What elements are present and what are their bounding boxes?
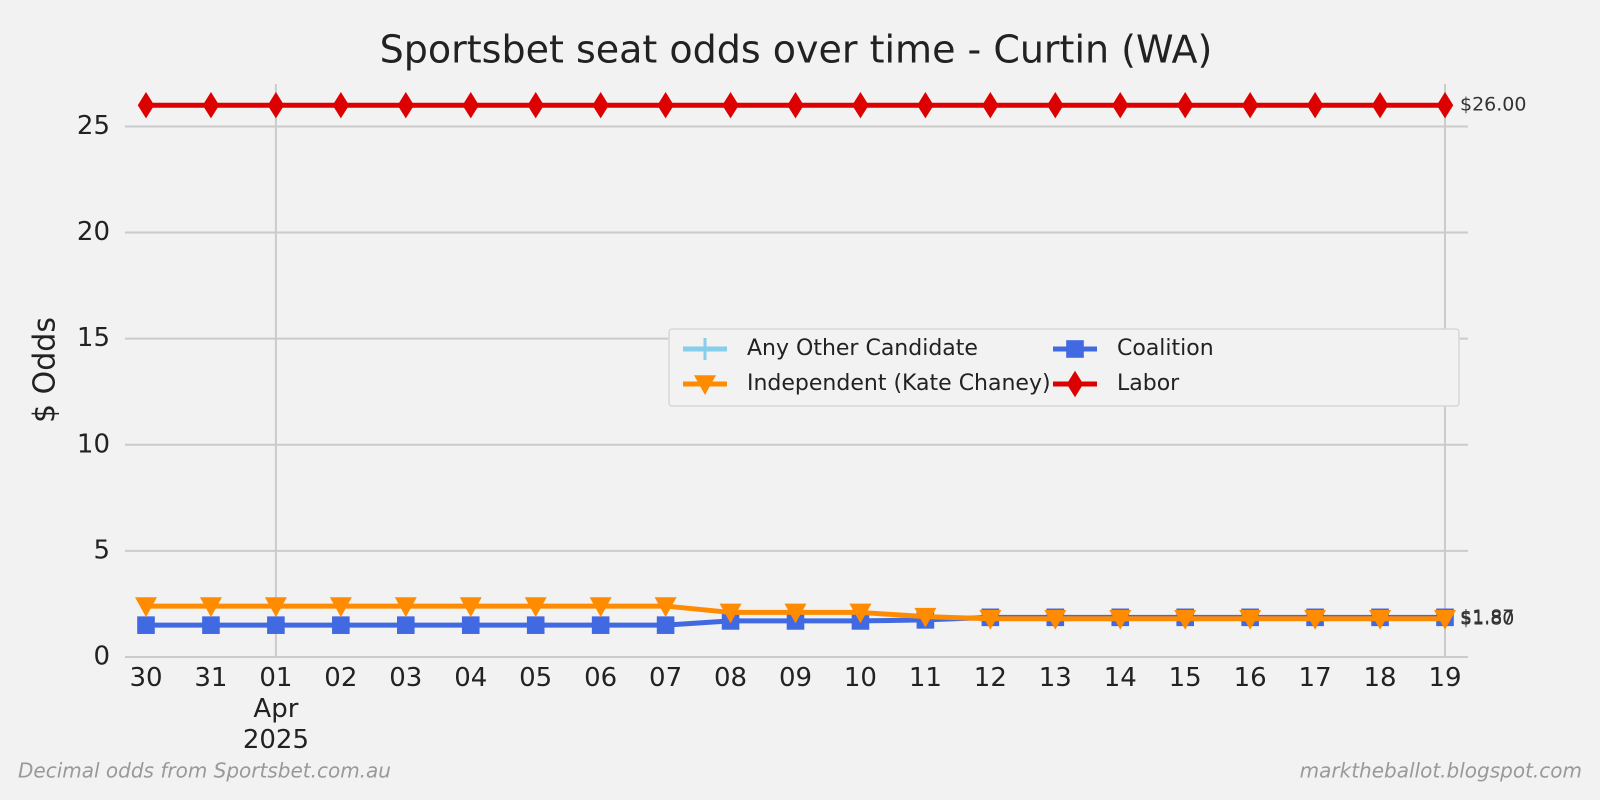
value-label: $1.80: [1460, 607, 1514, 629]
data-point: [1112, 92, 1129, 119]
x-tick-label: 13: [1039, 663, 1072, 693]
legend-label: Any Other Candidate: [747, 336, 978, 361]
data-point: [656, 616, 675, 634]
x-tick-label: 10: [844, 663, 877, 693]
value-label: $26.00: [1460, 94, 1526, 116]
data-point: [852, 92, 869, 119]
chart-title: Sportsbet seat odds over time - Curtin (…: [380, 28, 1213, 72]
x-tick-label: 04: [454, 663, 487, 693]
x-tick-label: 31: [194, 663, 227, 693]
data-point: [459, 597, 482, 618]
data-point: [1434, 610, 1456, 630]
x-tick-label: 14: [1104, 663, 1137, 693]
legend-marker: [1066, 370, 1084, 398]
data-point: [719, 603, 742, 624]
legend-marker: [1066, 340, 1084, 358]
data-point: [849, 603, 872, 624]
y-tick-label: 15: [77, 323, 110, 353]
data-point: [462, 92, 479, 119]
data-point: [332, 616, 350, 634]
data-point: [1044, 610, 1067, 630]
x-tick-label: 16: [1234, 663, 1267, 693]
data-point: [202, 616, 220, 634]
data-point: [199, 597, 222, 618]
x-tick-label: 06: [584, 663, 617, 693]
x-tick-label: 03: [389, 663, 422, 693]
legend: Any Other Candidate Coalition Independent …: [668, 328, 1460, 407]
data-point: [329, 597, 352, 618]
data-point: [397, 616, 415, 634]
data-point: [1047, 92, 1064, 119]
data-point: [784, 603, 807, 624]
y-tick-label: 5: [93, 535, 110, 565]
data-point: [1176, 92, 1194, 119]
data-point: [135, 597, 157, 618]
data-point: [657, 92, 674, 119]
x-tick-label: 17: [1299, 663, 1332, 693]
x-tick-label: 08: [714, 663, 747, 693]
data-point: [1239, 610, 1262, 630]
y-tick-label: 20: [77, 217, 110, 247]
data-point: [722, 92, 739, 119]
x-tick-label: 11: [909, 663, 942, 693]
data-point: [202, 92, 220, 119]
x-tick-label: 07: [649, 663, 682, 693]
data-point: [524, 597, 547, 618]
data-point: [1371, 92, 1389, 119]
data-point: [1174, 610, 1197, 630]
data-point: [591, 616, 610, 634]
data-point: [917, 92, 934, 119]
x-tick-label: 02: [324, 663, 357, 693]
data-point: [654, 597, 677, 618]
y-axis-label: $ Odds: [28, 317, 63, 423]
data-point: [332, 92, 350, 119]
legend-label: Independent (Kate Chaney): [747, 371, 1051, 396]
data-point: [264, 597, 287, 618]
footnote-left: Decimal odds from Sportsbet.com.au: [18, 759, 391, 783]
data-point: [1304, 610, 1327, 630]
data-point: [589, 597, 612, 618]
data-point: [787, 92, 804, 119]
x-tick-label: 05: [519, 663, 552, 693]
legend-label: Labor: [1117, 371, 1180, 396]
x-tick-label: 30: [129, 663, 162, 693]
x-tick-label: 09: [779, 663, 812, 693]
data-point: [397, 92, 415, 119]
x-tick-label: 19: [1428, 663, 1461, 693]
legend-label: Coalition: [1117, 336, 1214, 361]
data-point: [267, 92, 285, 119]
data-point: [526, 616, 545, 634]
footnote-right: marktheballot.blogspot.com: [1300, 759, 1582, 783]
data-point: [982, 92, 999, 119]
data-point: [461, 616, 480, 634]
data-point: [1369, 610, 1392, 630]
data-point: [914, 607, 937, 628]
data-point: [1241, 92, 1259, 119]
x-tick-label: 12: [974, 663, 1007, 693]
data-point: [592, 92, 609, 119]
legend-marker: [694, 338, 716, 360]
x-tick-label: 01 Apr 2025: [243, 663, 309, 755]
x-tick-label: 15: [1169, 663, 1202, 693]
legend-box: [668, 328, 1460, 407]
data-point: [1109, 610, 1132, 630]
data-point: [1436, 92, 1454, 119]
data-point: [267, 616, 285, 634]
data-point: [527, 92, 544, 119]
value-label: $1.87: [1460, 606, 1514, 628]
data-point: [137, 616, 155, 634]
y-tick-label: 10: [77, 429, 110, 459]
data-point: [979, 610, 1002, 630]
y-tick-label: 0: [93, 642, 110, 672]
x-tick-label: 18: [1364, 663, 1397, 693]
data-point: [137, 92, 155, 119]
data-point: [394, 597, 417, 618]
legend-marker: [694, 375, 716, 395]
y-tick-label: 25: [77, 111, 110, 141]
data-point: [1306, 92, 1324, 119]
